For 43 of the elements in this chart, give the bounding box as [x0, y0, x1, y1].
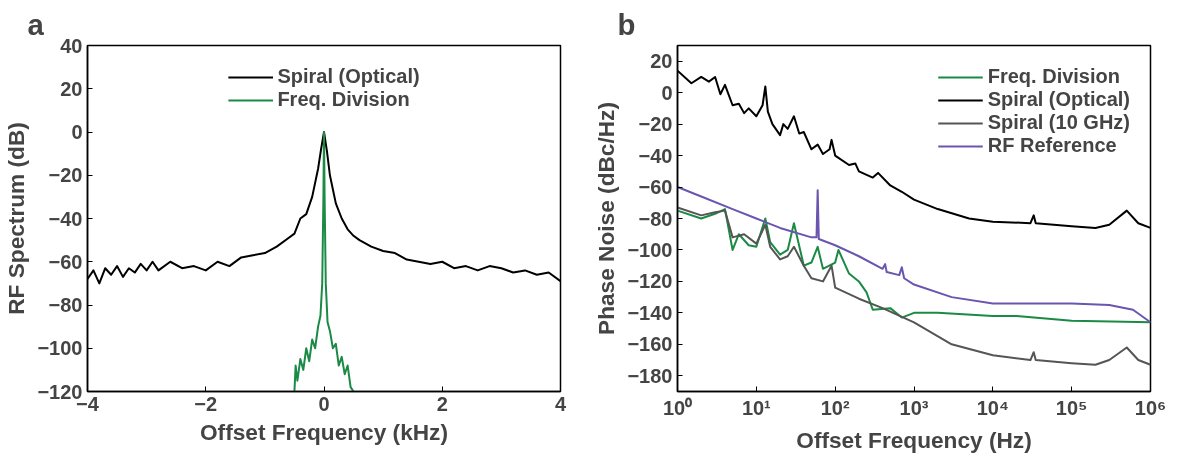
y-tick-label: −20: [638, 113, 673, 136]
x-tick-label: 4: [554, 392, 567, 415]
y-tick-label: −20: [48, 164, 83, 187]
x-axis-title: Offset Frequency (kHz): [200, 418, 449, 445]
x-tick-label: −2: [194, 392, 218, 415]
chart-title: a: [27, 7, 45, 41]
legend-label: Spiral (Optical): [987, 88, 1130, 111]
y-tick-label: −120: [627, 270, 673, 293]
y-axis-title: RF Spectrum (dB): [3, 122, 30, 315]
y-tick-label: −60: [638, 176, 673, 199]
y-tick-label: −180: [627, 364, 673, 387]
y-axis-title: Phase Noise (dBc/Hz): [593, 102, 620, 335]
x-tick-label: 10⁶: [1134, 396, 1167, 419]
y-tick-label: −100: [627, 238, 673, 261]
y-tick-label: 40: [60, 34, 83, 57]
y-tick-label: 20: [650, 50, 673, 73]
legend-label: Spiral (Optical): [277, 65, 420, 88]
y-tick-label: −80: [48, 294, 83, 316]
x-tick-label: 2: [436, 392, 448, 415]
y-tick-label: −40: [638, 144, 673, 167]
y-tick-label: −60: [48, 250, 83, 273]
chart-title: b: [617, 7, 636, 41]
legend-label: Freq. Division: [277, 88, 410, 111]
y-tick-label: −40: [48, 207, 83, 230]
line-series: [293, 131, 355, 392]
y-tick-label: −80: [638, 207, 673, 230]
y-tick-label: 0: [71, 121, 83, 143]
x-tick-label: 10¹: [741, 396, 772, 419]
x-tick-label: 10⁴: [976, 396, 1009, 419]
x-tick-label: 10³: [899, 396, 929, 419]
y-tick-label: 20: [60, 77, 83, 100]
x-tick-label: 10⁵: [1055, 396, 1088, 419]
y-tick-label: 0: [661, 81, 673, 104]
x-tick-label: 0: [318, 392, 330, 415]
legend-label: RF Reference: [987, 134, 1117, 157]
legend-label: Freq. Division: [987, 65, 1120, 88]
y-tick-label: −160: [627, 333, 673, 356]
y-tick-label: −140: [627, 301, 673, 324]
y-tick-label: −100: [37, 337, 83, 360]
x-tick-label: 10²: [820, 396, 850, 419]
legend-label: Spiral (10 GHz): [987, 111, 1130, 134]
x-tick-label: 10⁰: [662, 396, 693, 419]
x-axis-title: Offset Frequency (Hz): [796, 426, 1032, 453]
